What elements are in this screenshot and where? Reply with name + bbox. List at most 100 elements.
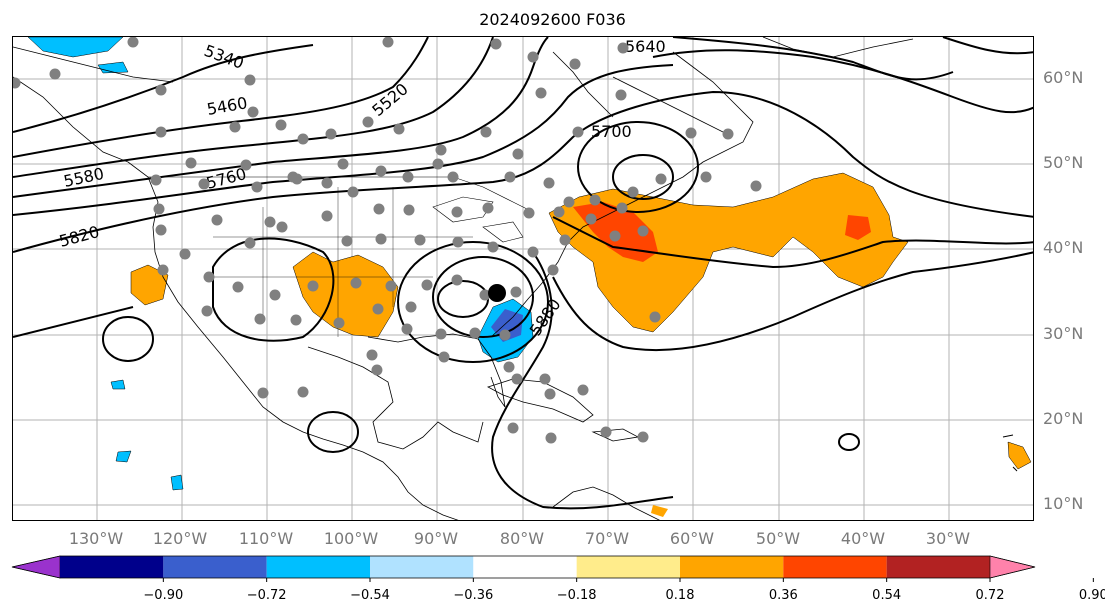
station-dot <box>572 126 584 138</box>
contour-label-5520: 5520 <box>368 79 411 120</box>
station-dot <box>585 213 597 225</box>
station-dot <box>155 224 167 236</box>
station-dot <box>333 317 345 329</box>
colorbar-segment <box>473 556 577 578</box>
lon-label-80: 80°W <box>499 529 545 548</box>
shaded-field <box>27 37 1032 517</box>
station-dot <box>655 173 667 185</box>
station-dot <box>469 327 481 339</box>
colorbar-segment <box>783 556 887 578</box>
negative-anomaly-patch-3 <box>115 450 132 463</box>
station-dot <box>325 128 337 140</box>
station-dot <box>510 286 522 298</box>
station-dot <box>609 230 621 242</box>
station-dot <box>276 221 288 233</box>
station-dot <box>563 196 575 208</box>
colorbar-segment <box>680 556 784 578</box>
station-dot <box>637 431 649 443</box>
station-dot <box>366 349 378 361</box>
station-dot <box>479 289 491 301</box>
station-dot <box>447 171 459 183</box>
positive-anomaly-region-gulf <box>292 251 399 338</box>
colorbar-outline <box>11 555 1036 579</box>
station-dot <box>198 178 210 190</box>
station-dot <box>341 235 353 247</box>
colorbar-tick-label: 0.36 <box>768 588 798 603</box>
station-dot <box>627 186 639 198</box>
colorbar-segment <box>163 556 267 578</box>
station-dot <box>616 202 628 214</box>
lon-label-130: 130°W <box>68 529 124 548</box>
station-dot <box>247 106 259 118</box>
station-dot <box>157 264 169 276</box>
lon-label-30: 30°W <box>925 529 971 548</box>
colorbar-tick-label: 0.72 <box>975 588 1005 603</box>
station-dot <box>254 313 266 325</box>
contour-label-5460: 5460 <box>205 93 248 119</box>
station-dot <box>321 177 333 189</box>
station-dot <box>372 303 384 315</box>
contour-label-5820: 5820 <box>57 222 101 251</box>
positive-anomaly-patch <box>1007 441 1032 470</box>
lat-label-20: 20°N <box>1043 409 1084 428</box>
colorbar-tick-label: 0.54 <box>872 588 902 603</box>
station-dot <box>127 37 139 48</box>
station-dot <box>244 237 256 249</box>
station-dot <box>385 280 397 292</box>
strong-positive-region-2 <box>845 215 871 240</box>
colorbar-tick-label: 0.18 <box>665 588 695 603</box>
station-dot <box>297 386 309 398</box>
station-dot <box>527 246 539 258</box>
station-dot <box>649 311 661 323</box>
negative-anomaly-patch-4 <box>170 474 184 491</box>
station-dot <box>269 289 281 301</box>
station-dot <box>637 225 649 237</box>
station-dot <box>451 274 463 286</box>
lat-label-10: 10°N <box>1043 494 1084 513</box>
map-panel: 5340 5460 5520 5580 5640 5700 5760 5820 … <box>12 36 1034 521</box>
lon-label-100: 100°W <box>323 529 379 548</box>
station-dot <box>512 148 524 160</box>
colorbar-segment <box>886 556 990 578</box>
lat-label-30: 30°N <box>1043 324 1084 343</box>
colorbar-tick-label: −0.90 <box>143 588 184 603</box>
station-dot <box>432 158 444 170</box>
station-dot <box>559 234 571 246</box>
station-dot <box>251 181 263 193</box>
station-dot <box>600 426 612 438</box>
station-dot <box>569 58 581 70</box>
lon-label-60: 60°W <box>669 529 715 548</box>
station-dot <box>291 173 303 185</box>
positive-anomaly-region-pacific <box>130 264 169 306</box>
station-dot <box>511 373 523 385</box>
station-dot <box>257 387 269 399</box>
lon-label-120: 120°W <box>152 529 208 548</box>
station-dot <box>244 74 256 86</box>
negative-anomaly-patch-2 <box>110 379 126 390</box>
colorbar-tick-label: −0.54 <box>350 588 390 603</box>
station-dot <box>150 174 162 186</box>
station-dot <box>375 233 387 245</box>
station-dot <box>577 384 589 396</box>
station-dot <box>321 210 333 222</box>
station-dot <box>499 329 511 341</box>
station-dot <box>179 248 191 260</box>
station-dot <box>203 271 215 283</box>
station-dot <box>393 123 405 135</box>
station-dot <box>545 432 557 444</box>
station-dot <box>507 422 519 434</box>
station-dot <box>153 203 165 215</box>
station-dot <box>539 373 551 385</box>
lon-label-90: 90°W <box>413 529 459 548</box>
station-dot <box>211 214 223 226</box>
station-dot <box>362 116 374 128</box>
storm-center-marker <box>488 284 506 302</box>
station-dot <box>523 207 535 219</box>
station-dot <box>264 216 276 228</box>
station-dot <box>615 89 627 101</box>
negative-anomaly-north <box>27 37 124 58</box>
lat-label-60: 60°N <box>1043 68 1084 87</box>
station-dot <box>13 77 21 89</box>
contour-label-5640: 5640 <box>625 37 666 56</box>
station-dot <box>421 279 433 291</box>
